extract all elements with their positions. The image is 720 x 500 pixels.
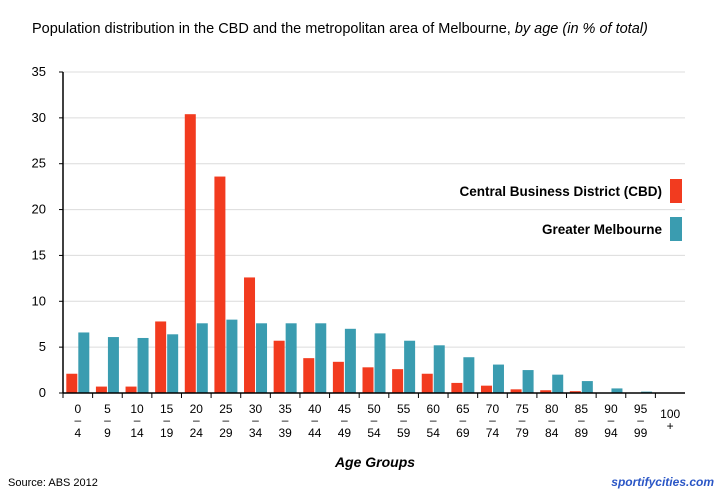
- y-tick-label: 5: [39, 339, 46, 354]
- bar: [392, 369, 403, 393]
- x-tick-label: 0–4: [74, 402, 81, 440]
- bar: [286, 323, 297, 393]
- bar: [315, 323, 326, 393]
- bar: [167, 334, 178, 393]
- bar: [375, 333, 386, 393]
- y-tick-label: 30: [32, 110, 46, 125]
- bar: [214, 177, 225, 393]
- x-tick-label: 60–54: [427, 402, 441, 440]
- x-tick-label: 85–89: [575, 402, 589, 440]
- bar: [256, 323, 267, 393]
- x-tick-label: 50–54: [367, 402, 381, 440]
- x-tick-label: 80–84: [545, 402, 559, 440]
- bar: [451, 383, 462, 393]
- y-tick-label: 20: [32, 202, 46, 217]
- bar: [404, 341, 415, 393]
- bar: [582, 381, 593, 393]
- bar: [197, 323, 208, 393]
- bar: [363, 367, 374, 393]
- bar: [434, 345, 445, 393]
- legend-swatch: [670, 217, 682, 241]
- bar: [66, 374, 77, 393]
- bar: [244, 277, 255, 393]
- bar: [138, 338, 149, 393]
- bar: [126, 387, 137, 393]
- credit: sportifycities.com: [611, 475, 714, 489]
- title-emphasis: by age (in % of total): [515, 21, 648, 37]
- x-tick-label: 35–39: [278, 402, 292, 440]
- bar: [481, 386, 492, 393]
- x-tick-label: 5–9: [104, 402, 111, 440]
- y-tick-label: 0: [39, 385, 46, 400]
- x-tick-label: 65–69: [456, 402, 470, 440]
- legend-label: Central Business District (CBD): [459, 184, 662, 199]
- x-tick-label: 95–99: [634, 402, 648, 440]
- x-tick-label: 45–49: [338, 402, 352, 440]
- x-tick-label: 75–79: [515, 402, 529, 440]
- x-tick-label: 15–19: [160, 402, 174, 440]
- bar: [155, 321, 166, 393]
- bar: [333, 362, 344, 393]
- bar: [226, 320, 237, 393]
- title-text: Population distribution in the CBD and t…: [32, 21, 511, 37]
- x-tick-label: 70–74: [486, 402, 500, 440]
- legend-swatch: [670, 179, 682, 203]
- bar: [78, 332, 89, 393]
- x-axis-label: Age Groups: [334, 454, 415, 470]
- y-tick-label: 25: [32, 156, 46, 171]
- bar: [303, 358, 314, 393]
- x-tick-label: 40–44: [308, 402, 322, 440]
- bar: [523, 370, 534, 393]
- bar: [185, 114, 196, 393]
- x-tick-label: 10–14: [130, 402, 144, 440]
- bar: [552, 375, 563, 393]
- bar: [422, 374, 433, 393]
- source: Source: ABS 2012: [8, 477, 98, 489]
- y-tick-label: 10: [32, 293, 46, 308]
- x-tick-label: 20–24: [190, 402, 204, 440]
- bar: [96, 387, 107, 393]
- legend-label: Greater Melbourne: [542, 222, 663, 237]
- y-tick-label: 35: [32, 64, 46, 79]
- x-tick-label: 30–34: [249, 402, 263, 440]
- x-tick-label: 100+: [660, 407, 680, 433]
- bar: [108, 337, 119, 393]
- bar: [463, 357, 474, 393]
- bar: [345, 329, 356, 393]
- x-tick-label: 25–29: [219, 402, 233, 440]
- bar: [274, 341, 285, 393]
- x-tick-label: 90–94: [604, 402, 618, 440]
- y-tick-label: 15: [32, 247, 46, 262]
- x-tick-label: 55–59: [397, 402, 411, 440]
- bar: [493, 365, 504, 393]
- chart-title: Population distribution in the CBD and t…: [32, 21, 648, 37]
